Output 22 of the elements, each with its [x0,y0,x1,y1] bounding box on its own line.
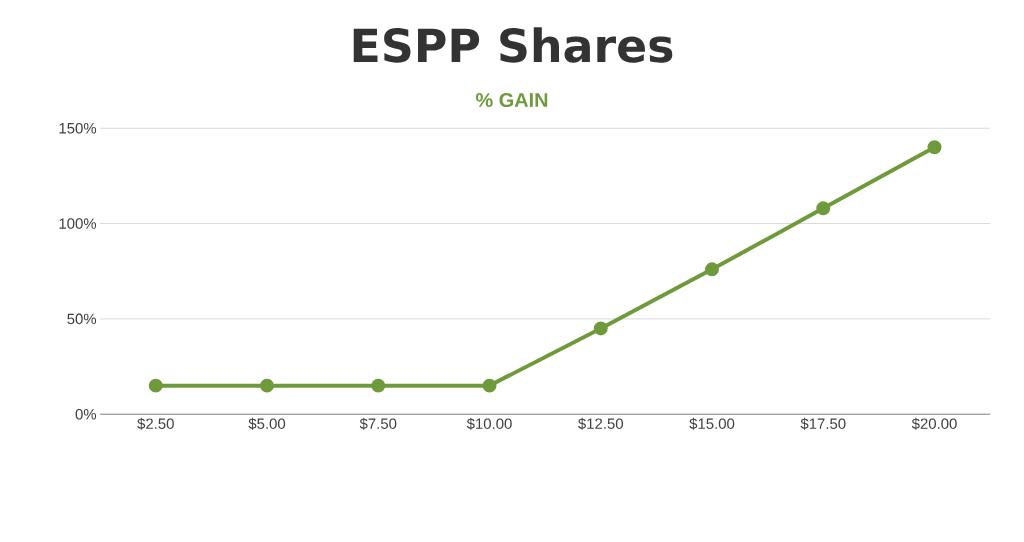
point [260,378,274,393]
x-tick-label: $2.50 [137,417,174,430]
x-tick-label: $12.50 [578,417,624,430]
y-tick-label: 150% [59,122,97,134]
point [816,201,831,216]
chart-subtitle: % GAIN [475,92,548,108]
point [148,378,163,393]
x-tick-label: $5.00 [248,417,286,430]
x-tick-label: $10.00 [466,417,512,430]
y-tick-label: 0% [75,408,97,420]
point [371,378,386,393]
point [593,321,608,336]
x-tick-label: $7.50 [359,417,397,430]
y-tick-label: 100% [59,218,97,229]
point [927,140,942,155]
x-tick-label: $17.50 [800,417,846,430]
y-tick-label: 50% [67,313,97,325]
x-tick-label: $20.00 [911,417,957,430]
point [482,378,497,393]
x-tick-label: $15.00 [689,417,735,430]
chart-title: ESPP Shares [353,27,673,63]
point [705,262,719,277]
